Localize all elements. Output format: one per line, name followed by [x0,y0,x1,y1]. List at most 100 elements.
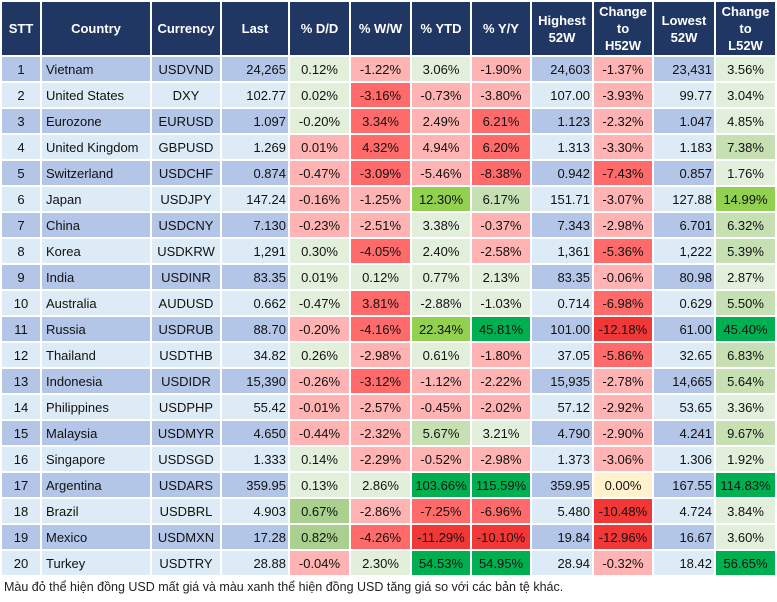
cell-ww: -3.09% [351,161,410,185]
cell-country: Philippines [42,395,150,419]
cell-high: 28.94 [532,551,592,575]
cell-last: 359.95 [222,473,288,497]
column-header: Country [42,2,150,55]
cell-l52: 1.92% [716,447,775,471]
cell-low: 32.65 [654,343,714,367]
cell-last: 1.097 [222,109,288,133]
cell-l52: 114.83% [716,473,775,497]
cell-last: 7.130 [222,213,288,237]
cell-yy: -2.22% [472,369,530,393]
cell-ww: -2.32% [351,421,410,445]
cell-h52: -3.06% [594,447,652,471]
cell-h52: -6.98% [594,291,652,315]
cell-yy: -1.90% [472,57,530,81]
cell-ww: 4.32% [351,135,410,159]
cell-dd: -0.23% [290,213,349,237]
currency-table: STT Country Currency Last % D/D % W/W % YTD % Y… [2,2,775,575]
cell-last: 147.24 [222,187,288,211]
cell-country: India [42,265,150,289]
cell-stt: 10 [2,291,40,315]
cell-h52: -2.92% [594,395,652,419]
cell-dd: -0.44% [290,421,349,445]
cell-dd: -0.16% [290,187,349,211]
cell-h52: -12.96% [594,525,652,549]
cell-stt: 16 [2,447,40,471]
cell-dd: -0.01% [290,395,349,419]
cell-country: Brazil [42,499,150,523]
cell-low: 1.183 [654,135,714,159]
cell-dd: 0.14% [290,447,349,471]
cell-high: 15,935 [532,369,592,393]
cell-ww: -2.86% [351,499,410,523]
cell-last: 0.874 [222,161,288,185]
column-header-line: L52W [728,38,763,53]
cell-currency: AUDUSD [152,291,220,315]
cell-dd: -0.47% [290,161,349,185]
table-row: 12 Thailand USDTHB 34.82 0.26% -2.98% 0.61% -1.… [2,343,775,367]
column-header: % W/W [351,2,410,55]
cell-l52: 1.76% [716,161,775,185]
cell-l52: 9.67% [716,421,775,445]
cell-ytd: 0.77% [412,265,470,289]
cell-ww: -1.22% [351,57,410,81]
cell-ww: -4.26% [351,525,410,549]
cell-h52: -0.32% [594,551,652,575]
cell-low: 0.857 [654,161,714,185]
cell-high: 1.123 [532,109,592,133]
cell-country: Argentina [42,473,150,497]
cell-yy: 6.20% [472,135,530,159]
cell-stt: 18 [2,499,40,523]
cell-country: United States [42,83,150,107]
cell-yy: 115.59% [472,473,530,497]
cell-ww: -2.51% [351,213,410,237]
cell-last: 83.35 [222,265,288,289]
cell-l52: 6.32% [716,213,775,237]
cell-ww: -3.12% [351,369,410,393]
cell-low: 18.42 [654,551,714,575]
cell-stt: 8 [2,239,40,263]
cell-country: Turkey [42,551,150,575]
cell-currency: USDPHP [152,395,220,419]
cell-high: 1,361 [532,239,592,263]
cell-ww: -1.25% [351,187,410,211]
cell-dd: -0.26% [290,369,349,393]
cell-country: Thailand [42,343,150,367]
table-row: 16 Singapore USDSGD 1.333 0.14% -2.29% -0.52% -… [2,447,775,471]
cell-low: 80.98 [654,265,714,289]
cell-high: 151.71 [532,187,592,211]
cell-low: 4.241 [654,421,714,445]
cell-stt: 2 [2,83,40,107]
table-row: 3 Eurozone EURUSD 1.097 -0.20% 3.34% 2.49% 6.21… [2,109,775,133]
cell-dd: -0.20% [290,317,349,341]
cell-yy: 2.13% [472,265,530,289]
cell-h52: -10.48% [594,499,652,523]
cell-currency: USDMXN [152,525,220,549]
column-header-line: 52W [670,29,698,45]
cell-country: Malaysia [42,421,150,445]
cell-stt: 12 [2,343,40,367]
cell-currency: USDCNY [152,213,220,237]
cell-ww: -2.57% [351,395,410,419]
cell-l52: 5.39% [716,239,775,263]
cell-currency: USDARS [152,473,220,497]
table-row: 9 India USDINR 83.35 0.01% 0.12% 0.77% 2.13% 83.… [2,265,775,289]
cell-low: 4.724 [654,499,714,523]
cell-ytd: 5.67% [412,421,470,445]
cell-yy: 3.21% [472,421,530,445]
cell-dd: 0.01% [290,135,349,159]
cell-l52: 5.50% [716,291,775,315]
cell-l52: 45.40% [716,317,775,341]
cell-currency: USDCHF [152,161,220,185]
cell-h52: -3.93% [594,83,652,107]
column-header-line: Lowest [661,12,707,28]
cell-country: Japan [42,187,150,211]
cell-stt: 4 [2,135,40,159]
cell-currency: EURUSD [152,109,220,133]
cell-high: 1.313 [532,135,592,159]
cell-last: 24,265 [222,57,288,81]
cell-yy: -10.10% [472,525,530,549]
cell-last: 102.77 [222,83,288,107]
cell-last: 34.82 [222,343,288,367]
cell-dd: 0.82% [290,525,349,549]
column-header: Change to H52W [594,2,652,55]
